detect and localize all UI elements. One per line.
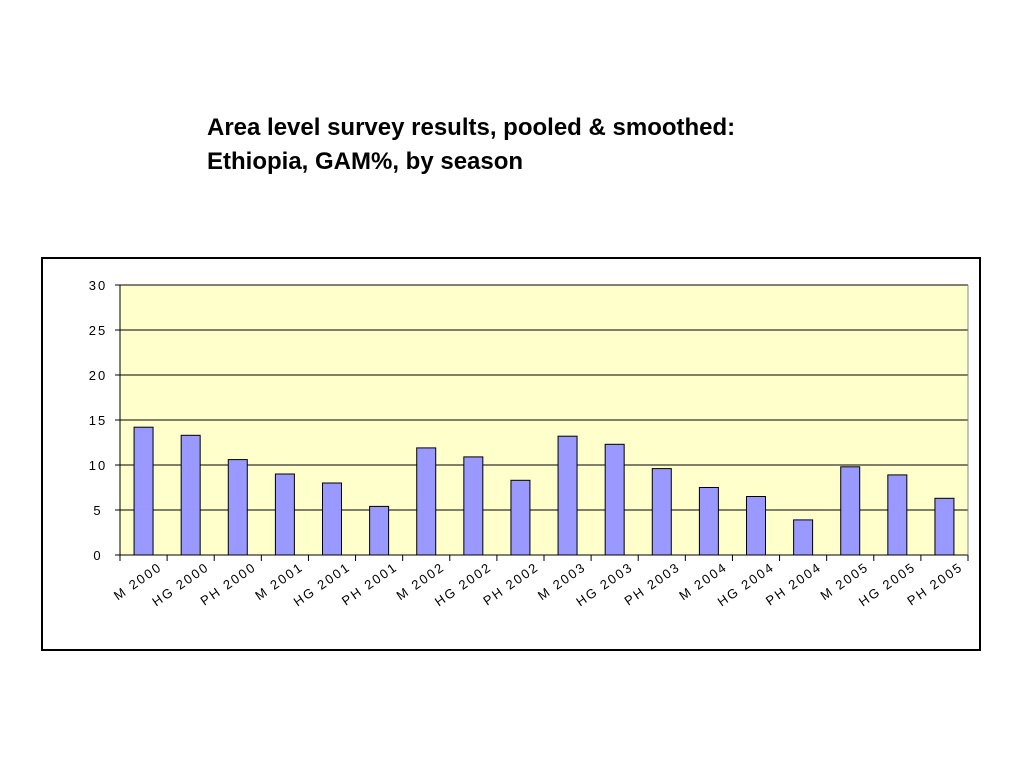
- y-tick-label: 5: [93, 503, 102, 518]
- bar: [887, 474, 908, 556]
- y-tick-label: 30: [89, 278, 107, 293]
- bar: [133, 426, 154, 556]
- bar: [604, 443, 625, 556]
- bar: [698, 487, 719, 556]
- y-tick-label: 10: [89, 458, 107, 473]
- bar: [557, 435, 578, 556]
- chart-title-line-1: Area level survey results, pooled & smoo…: [207, 114, 736, 141]
- y-tick-label: 0: [93, 548, 102, 563]
- bar: [416, 447, 437, 556]
- bar: [746, 496, 766, 556]
- bar: [180, 434, 201, 556]
- bar: [510, 479, 531, 556]
- y-tick-label: 15: [89, 413, 107, 428]
- y-tick-label: 20: [89, 368, 107, 383]
- y-tick-label: 25: [89, 323, 107, 338]
- bar: [840, 466, 861, 556]
- bar: [793, 519, 814, 556]
- bar: [274, 473, 295, 556]
- bar: [227, 459, 248, 556]
- bar: [322, 482, 342, 556]
- bar: [463, 456, 484, 556]
- bar: [651, 468, 672, 556]
- chart-title-line-2: Ethiopia, GAM%, by season: [207, 148, 524, 175]
- bar: [934, 497, 955, 556]
- chart-title: Area level survey results, pooled & smoo…: [207, 111, 907, 179]
- bar: [369, 505, 390, 556]
